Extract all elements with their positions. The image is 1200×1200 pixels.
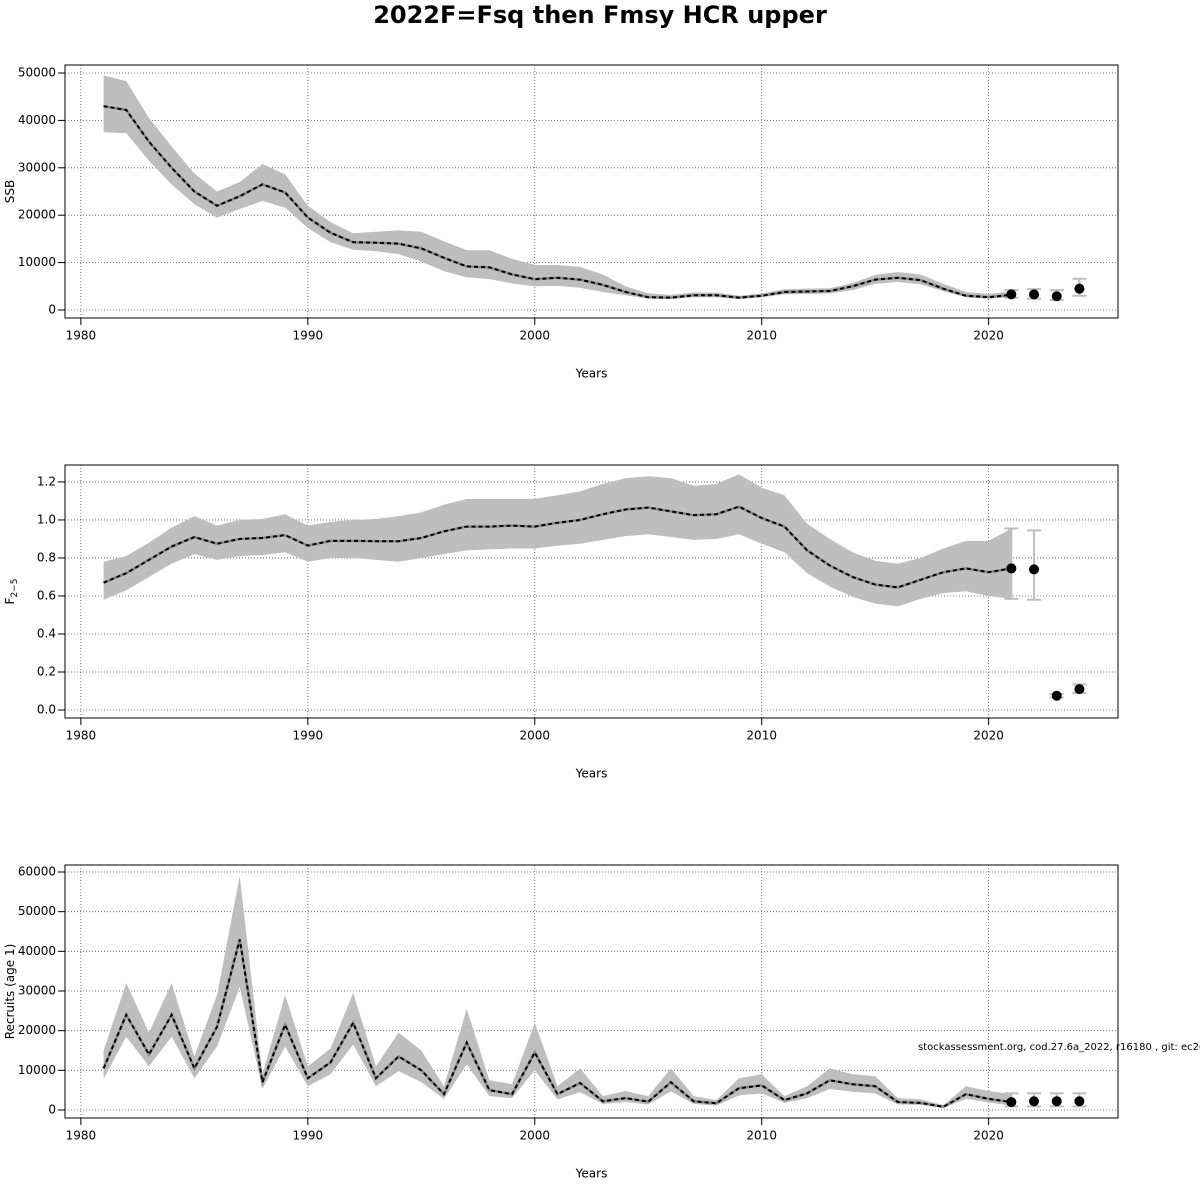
- y-tick-label: 30000: [18, 984, 56, 998]
- x-tick-label: 2010: [746, 329, 777, 343]
- x-tick-label: 2000: [519, 1129, 550, 1143]
- confidence-band: [103, 875, 1012, 1109]
- y-tick-label: 0.6: [37, 588, 56, 602]
- y-tick-label: 1.2: [37, 474, 56, 488]
- point: [1029, 564, 1040, 575]
- y-tick-label: 0: [48, 1102, 56, 1116]
- point: [1029, 1096, 1040, 1107]
- point: [1051, 291, 1062, 302]
- plot-frame: [64, 864, 1119, 1119]
- y-axis-label-main: F: [3, 597, 17, 604]
- y-tick-label: 0.8: [37, 550, 56, 564]
- y-tick-label: 60000: [18, 865, 56, 879]
- y-axis-label: SSB: [3, 180, 17, 203]
- y-tick-label: 10000: [18, 255, 56, 269]
- point: [1006, 289, 1017, 300]
- y-tick-label: 20000: [18, 1023, 56, 1037]
- x-tick-label: 2020: [973, 1129, 1004, 1143]
- y-tick-label: 0.0: [37, 703, 56, 717]
- plot-frame: [64, 464, 1119, 719]
- x-tick-label: 1990: [293, 1129, 324, 1143]
- x-axis-label: Years: [575, 367, 608, 381]
- point: [1074, 684, 1085, 695]
- point: [1006, 563, 1017, 574]
- y-tick-label: 50000: [18, 66, 56, 80]
- figure-title: 2022F=Fsq then Fmsy HCR upper: [373, 1, 827, 29]
- x-tick-label: 2000: [519, 329, 550, 343]
- annotation: stockassessment.org, cod.27.6a_2022, r16…: [918, 1042, 1200, 1053]
- point: [1006, 1097, 1017, 1108]
- y-tick-label: 0.4: [37, 626, 56, 640]
- estimate-line-dashed: [103, 505, 1012, 589]
- point: [1051, 1096, 1062, 1107]
- y-tick-label: 40000: [18, 113, 56, 127]
- y-tick-label: 10000: [18, 1063, 56, 1077]
- confidence-band: [103, 474, 1012, 607]
- y-tick-label: 0.2: [37, 665, 56, 679]
- y-tick-label: 20000: [18, 208, 56, 222]
- x-tick-label: 2010: [746, 1129, 777, 1143]
- x-tick-label: 1980: [66, 329, 97, 343]
- y-axis-label-main: Recruits (age 1): [3, 944, 17, 1040]
- plot-frame: [64, 64, 1119, 319]
- y-axis-label-sub: 2−5: [10, 579, 20, 598]
- confidence-band: [103, 75, 1012, 300]
- x-axis-label: Years: [575, 767, 608, 781]
- x-axis-label: Years: [575, 1167, 608, 1181]
- y-axis-label: F2−5: [3, 579, 20, 605]
- panel: 1980 1990 2000 2010 2020 0 10000 20000 30000 4000…: [3, 864, 1200, 1181]
- y-tick-label: 40000: [18, 944, 56, 958]
- y-tick-label: 50000: [18, 904, 56, 918]
- estimate-line-dashed: [102, 939, 1012, 1108]
- x-tick-label: 1980: [66, 1129, 97, 1143]
- x-tick-label: 1980: [66, 729, 97, 743]
- y-tick-label: 30000: [18, 160, 56, 174]
- y-axis-label-main: SSB: [3, 180, 17, 203]
- y-tick-label: 0: [48, 302, 56, 316]
- panel: 1980 1990 2000 2010 2020 0 10000 20000 30000 4000…: [3, 64, 1119, 381]
- y-tick-label: 1.0: [37, 512, 56, 526]
- x-tick-label: 2000: [519, 729, 550, 743]
- point: [1074, 1096, 1085, 1107]
- point: [1074, 283, 1085, 294]
- y-axis-label: Recruits (age 1): [3, 944, 17, 1040]
- point: [1051, 690, 1062, 701]
- x-tick-label: 1990: [293, 729, 324, 743]
- x-tick-label: 2020: [973, 329, 1004, 343]
- x-tick-label: 2020: [973, 729, 1004, 743]
- point: [1029, 289, 1040, 300]
- x-tick-label: 1990: [293, 329, 324, 343]
- estimate-line-dashed: [103, 105, 1012, 299]
- panel: 1980 1990 2000 2010 2020 0.0 0.2 0.4 0.6 0.8 1.0 1.…: [3, 464, 1119, 781]
- x-tick-label: 2010: [746, 729, 777, 743]
